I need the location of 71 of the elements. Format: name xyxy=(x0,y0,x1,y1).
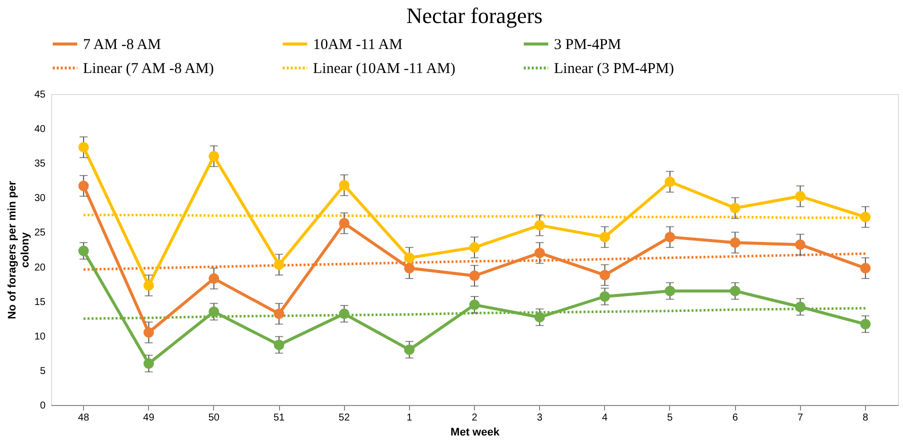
point xyxy=(600,291,610,302)
point xyxy=(338,180,350,190)
point xyxy=(274,259,284,270)
x-tick-label: 5 xyxy=(667,412,674,424)
point xyxy=(469,300,480,310)
x-tick-label: 3 xyxy=(536,412,543,424)
point xyxy=(338,308,350,320)
legend-label: 7 AM -8 AM xyxy=(83,37,161,53)
point xyxy=(534,312,545,322)
x-tick-label: 50 xyxy=(208,412,220,424)
x-tick-label: 48 xyxy=(78,412,90,424)
x-tick-label: 49 xyxy=(143,412,155,424)
x-tick-label: 4 xyxy=(602,412,608,424)
legend-label: Linear (3 PM-4PM) xyxy=(554,61,674,77)
point xyxy=(143,280,154,291)
point xyxy=(208,306,220,317)
x-tick-label: 7 xyxy=(797,412,804,424)
point xyxy=(208,273,220,284)
point xyxy=(795,239,806,250)
y-tick-label: 10 xyxy=(34,331,46,342)
legend-label: 3 PM-4PM xyxy=(554,37,622,53)
point xyxy=(730,286,740,296)
point xyxy=(208,150,220,162)
point xyxy=(274,308,284,320)
point xyxy=(78,246,89,256)
point xyxy=(404,344,415,355)
point xyxy=(534,248,545,258)
x-tick-label: 6 xyxy=(732,412,738,424)
point xyxy=(469,242,480,253)
point xyxy=(860,262,871,274)
y-tick-label: 5 xyxy=(40,366,46,377)
point xyxy=(795,191,806,202)
point xyxy=(404,262,415,274)
point xyxy=(600,232,610,242)
point xyxy=(860,318,871,330)
legend-label: 10AM -11 AM xyxy=(313,37,402,53)
y-tick-label: 30 xyxy=(34,193,46,204)
point xyxy=(143,358,154,369)
point xyxy=(274,340,284,350)
point xyxy=(338,218,350,228)
point xyxy=(730,202,740,214)
x-tick-label: 8 xyxy=(862,412,869,424)
y-tick-label: 45 xyxy=(34,90,46,100)
point xyxy=(664,286,676,296)
x-tick-label: 52 xyxy=(338,412,350,424)
point xyxy=(860,212,871,222)
chart-title: Nectar foragers xyxy=(406,3,543,28)
x-tick-label: 1 xyxy=(406,412,413,424)
y-tick-label: 40 xyxy=(34,124,46,136)
y-tick-label: 20 xyxy=(34,262,46,274)
y-tick-label: 15 xyxy=(34,296,46,308)
point xyxy=(730,237,740,248)
y-tick-label: 0 xyxy=(40,400,46,412)
point xyxy=(600,270,610,280)
legend-label: Linear (7 AM -8 AM) xyxy=(83,61,214,77)
point xyxy=(404,252,415,264)
point xyxy=(78,142,89,152)
x-tick-label: 51 xyxy=(273,412,286,424)
y-tick-label: 35 xyxy=(34,158,46,170)
point xyxy=(78,180,89,192)
point xyxy=(795,302,806,312)
point xyxy=(664,232,676,242)
point xyxy=(143,327,154,338)
x-tick-label: 2 xyxy=(472,412,478,424)
x-axis-title: Met week xyxy=(450,426,500,438)
point xyxy=(534,220,545,231)
point xyxy=(664,176,676,188)
y-axis-title: No of foragers per min per colony xyxy=(6,180,32,320)
y-tick-label: 25 xyxy=(34,228,46,239)
legend-label: Linear (10AM -11 AM) xyxy=(313,61,456,77)
point xyxy=(469,270,480,281)
